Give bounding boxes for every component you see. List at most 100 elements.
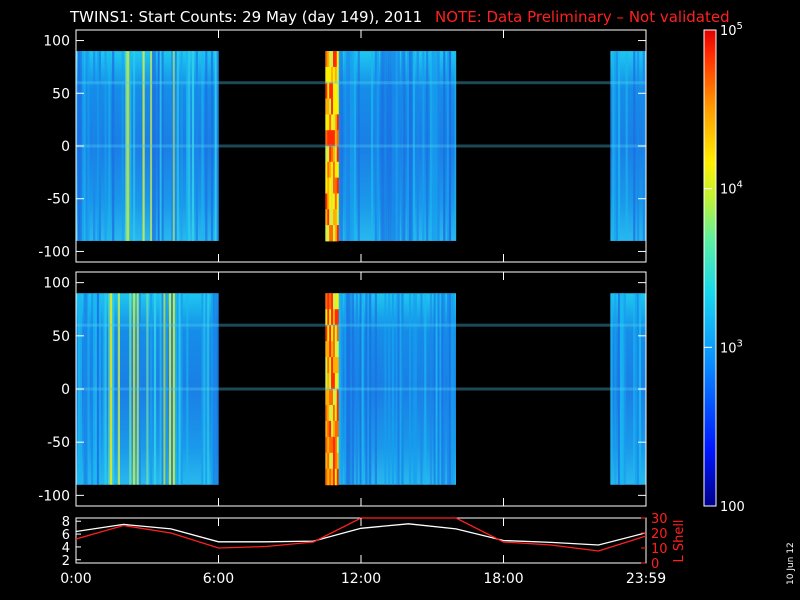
xtick-label: 18:00 [483,571,523,587]
heatmap-column [340,51,343,241]
heatmap-column [353,51,357,241]
heatmap-column [380,51,383,241]
heatmap-cell [334,293,338,310]
orbit-ylabel-left: R [RE] [15,522,32,560]
heatmap-cell [332,114,336,131]
heatmap-cell [334,209,338,226]
heatmap-column [408,51,412,241]
heatmap-sensor-line [76,144,646,148]
colorbar-tick-label: 105 [720,21,743,39]
heatmap-cell [332,161,336,179]
heatmap-cell [334,225,338,242]
heatmap-cell [331,98,334,115]
heatmap-column [344,293,347,485]
heatmap-cell [334,468,338,486]
orbit-ytick-label: 4 [62,541,70,556]
heatmap-column [388,293,391,485]
heatmap-cell [331,51,334,68]
heatmap-column [133,293,136,485]
heatmap-column [397,51,400,241]
heatmap-cell [327,114,330,131]
heatmap-column [110,293,113,485]
heatmap-cell [325,373,328,390]
heatmap-cell [336,98,339,115]
heatmap-cell [331,177,334,194]
heatmap-cell [334,66,338,84]
heatmap-column [433,51,436,241]
heatmap-column [216,51,219,241]
heatmap-cell [327,436,330,454]
heatmap-cell [332,309,336,326]
heatmap-column [424,293,427,485]
orbit-ytick-right-label: 20 [651,527,668,542]
heatmap-column [83,51,86,241]
heatmap-cell [336,436,339,454]
heatmap-column [108,293,111,485]
heatmap-column [370,51,374,241]
colorbar-tick-label: 100 [720,500,745,515]
heatmap-column [357,51,360,241]
heatmap-cell [332,225,336,242]
heatmap-column [121,51,124,241]
heatmap-cell [325,177,328,194]
heatmap-cell [329,389,332,406]
heatmap-column [169,293,172,485]
heatmap-cell [334,130,338,147]
heatmap-cell [331,146,334,163]
heatmap-column [435,51,438,241]
heatmap-column [439,293,442,485]
heatmap-column [112,51,115,241]
heatmap-column [150,293,153,485]
heatmap-column [96,51,100,241]
heatmap-cell [327,420,330,438]
heatmap-column [410,51,414,241]
heatmap-column [344,51,347,241]
heatmap-column [104,293,107,485]
heatmap-cell [332,436,336,454]
heatmap-column [350,293,353,485]
heatmap-cell [331,293,334,310]
colorbar [704,30,716,506]
ytick-label: -50 [47,435,70,451]
orbit-ytick-label: 2 [62,554,70,569]
heatmap-column [448,51,452,241]
heatmap-cell [332,66,336,84]
heatmap-cell [329,51,332,68]
heatmap-column [172,293,176,485]
heatmap-column [172,51,176,241]
heatmap-column [93,51,96,241]
heatmap-column [367,293,370,485]
heatmap-cell [332,341,336,358]
heatmap-column [635,293,638,485]
heatmap-column [393,51,396,241]
heatmap-column [414,293,417,485]
ytick-label: 50 [52,86,70,102]
heatmap-column [389,51,393,241]
heatmap-cell [336,357,339,374]
heatmap-cell [336,193,339,210]
heatmap-column [176,51,179,241]
heatmap-column [448,293,452,485]
heatmap-cell [332,293,336,310]
heatmap-cell [329,209,332,226]
heatmap-column [351,293,355,485]
away-heatmap [76,293,646,486]
heatmap-cell [332,420,336,438]
heatmap-cell [327,130,330,147]
heatmap-cell [325,193,328,210]
heatmap-cell [336,373,339,390]
heatmap-cell [331,66,334,84]
heatmap-column [382,51,385,241]
heatmap-cell [327,309,330,326]
heatmap-cell [334,82,338,100]
heatmap-cell [331,436,334,454]
heatmap-cell [331,114,334,131]
heatmap-column [112,293,115,485]
heatmap-column [191,51,195,241]
heatmap-cell [334,177,338,194]
heatmap-cell [336,82,339,100]
heatmap-cell [336,225,339,242]
heatmap-cell [325,225,328,242]
heatmap-column [374,51,377,241]
heatmap-column [623,293,626,485]
